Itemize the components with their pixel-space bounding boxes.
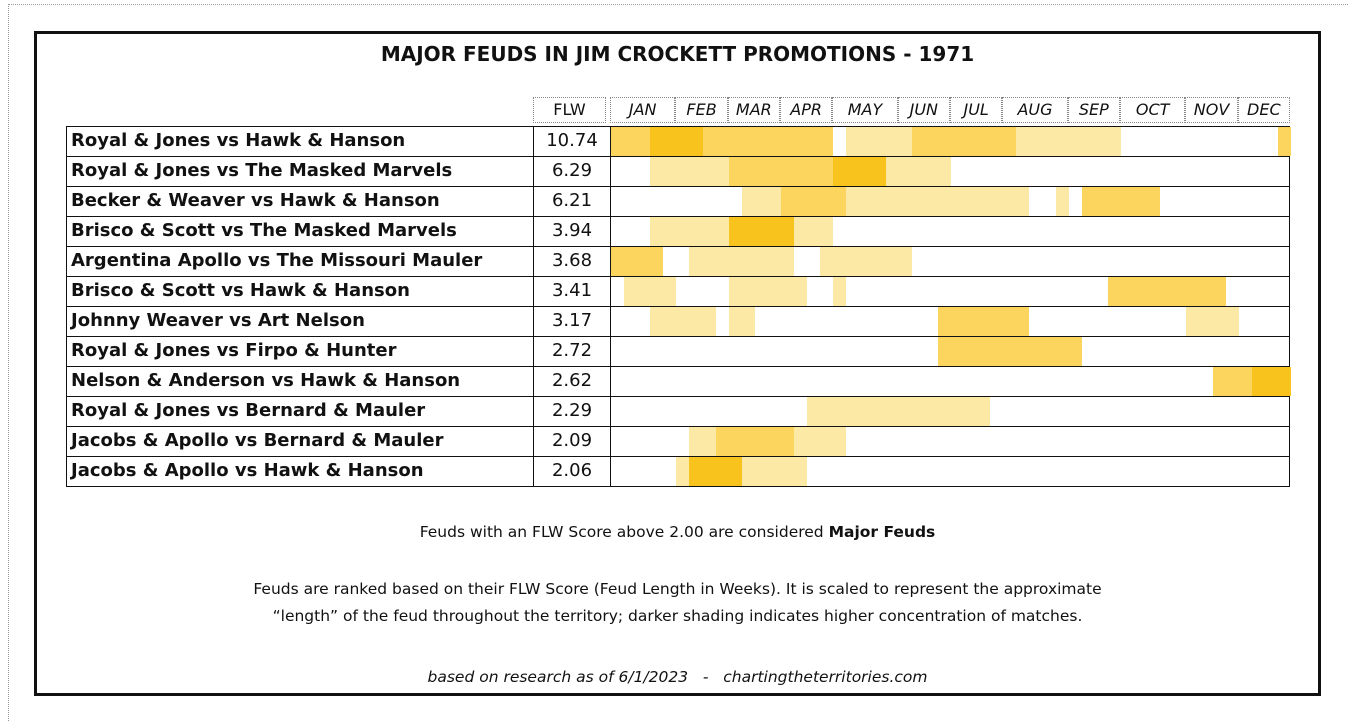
month-header: AUG [1002,97,1068,123]
flw-score: 2.06 [533,456,611,487]
timeline [610,306,1290,337]
timeline [610,216,1290,247]
flw-score: 2.09 [533,426,611,457]
shade-segment [728,307,755,336]
month-header: JUN [897,97,950,123]
flw-score: 3.94 [533,216,611,247]
title: MAJOR FEUDS IN JIM CROCKETT PROMOTIONS -… [380,42,975,66]
flw-score: 2.72 [533,336,611,367]
flw-score: 6.21 [533,186,611,217]
shade-segment [689,457,742,486]
feud-name: Brisco & Scott vs Hawk & Hanson [66,276,534,307]
month-header: JUL [950,97,1003,123]
timeline [610,246,1290,277]
feud-name: Nelson & Anderson vs Hawk & Hanson [66,366,534,397]
feud-name: Jacobs & Apollo vs Bernard & Mauler [66,426,534,457]
shade-segment [728,277,808,306]
feud-name: Becker & Weaver vs Hawk & Hanson [66,186,534,217]
shade-segment [715,427,795,456]
feud-name: Royal & Jones vs Hawk & Hanson [66,126,534,157]
page-edge [8,4,1348,721]
timeline [610,336,1290,367]
flw-score: 2.62 [533,366,611,397]
shade-segment [911,127,1017,156]
shade-segment [650,307,716,336]
feud-name: Jacobs & Apollo vs Hawk & Hanson [66,456,534,487]
flw-score: 3.68 [533,246,611,277]
shade-segment [1186,307,1239,336]
note-line: “length” of the feud throughout the terr… [272,607,1083,625]
shade-segment [820,247,912,276]
flw-score: 3.17 [533,306,611,337]
flw-score: 6.29 [533,156,611,187]
month-header: SEP [1067,97,1120,123]
note-text: Feuds with an FLW Score above 2.00 are c… [419,523,829,541]
shade-segment [1081,187,1161,216]
month-header: OCT [1120,97,1186,123]
month-header: JAN [610,97,676,123]
source: based on research as of 6/1/2023 - chart… [427,668,928,686]
month-header: APR [780,97,833,123]
timeline [610,186,1290,217]
frame [34,31,1321,696]
timeline [610,396,1290,427]
shade-segment [937,337,1082,366]
note-line: Feuds are ranked based on their FLW Scor… [253,580,1102,598]
shade-segment [807,397,991,426]
month-header: FEB [675,97,728,123]
month-header: MAR [727,97,780,123]
feud-name: Brisco & Scott vs The Masked Marvels [66,216,534,247]
timeline [610,276,1290,307]
feud-name: Royal & Jones vs Firpo & Hunter [66,336,534,367]
shade-segment [1251,367,1291,396]
shade-segment [1277,127,1291,156]
major-note: Feuds with an FLW Score above 2.00 are c… [34,523,1321,541]
feud-name: Johnny Weaver vs Art Nelson [66,306,534,337]
shade-segment [781,187,847,216]
shade-segment [624,277,677,306]
shade-segment [689,247,795,276]
flw-score: 3.41 [533,276,611,307]
note-bold: Major Feuds [828,523,936,541]
shade-segment [611,127,834,156]
timeline [610,156,1290,187]
month-header: DEC [1237,97,1290,123]
shade-segment [833,157,886,186]
shade-segment [650,127,703,156]
feud-name: Royal & Jones vs The Masked Marvels [66,156,534,187]
timeline [610,456,1290,487]
month-header: MAY [832,97,898,123]
feud-name: Royal & Jones vs Bernard & Mauler [66,396,534,427]
timeline [610,426,1290,457]
score-header: FLW [533,97,606,123]
feud-name: Argentina Apollo vs The Missouri Mauler [66,246,534,277]
flw-score: 2.29 [533,396,611,427]
flw-score: 10.74 [533,126,611,157]
timeline [610,126,1291,157]
month-header: NOV [1185,97,1238,123]
shade-segment [833,277,847,306]
shade-segment [1107,277,1226,306]
shade-segment [728,217,795,246]
shade-segment [611,247,664,276]
timeline [610,366,1291,397]
shade-segment [937,307,1030,336]
shade-segment [1055,187,1069,216]
